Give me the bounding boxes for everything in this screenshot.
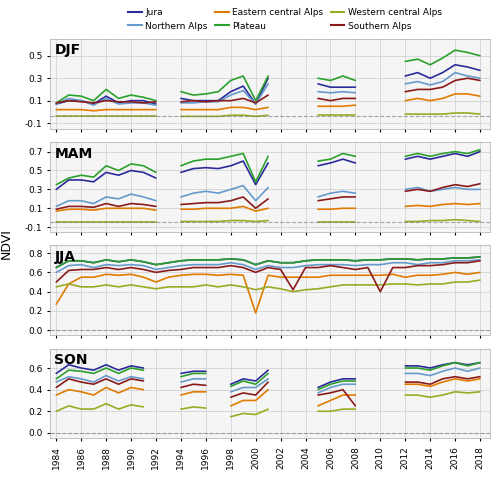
Text: DJF: DJF: [54, 43, 80, 57]
Text: SON: SON: [54, 353, 88, 367]
Text: MAM: MAM: [54, 147, 92, 161]
Text: NDVI: NDVI: [0, 228, 12, 259]
Legend: Jura, Northern Alps, Eastern central Alps, Plateau, Western central Alps, Southe: Jura, Northern Alps, Eastern central Alp…: [124, 4, 446, 34]
Text: JJA: JJA: [54, 250, 76, 264]
